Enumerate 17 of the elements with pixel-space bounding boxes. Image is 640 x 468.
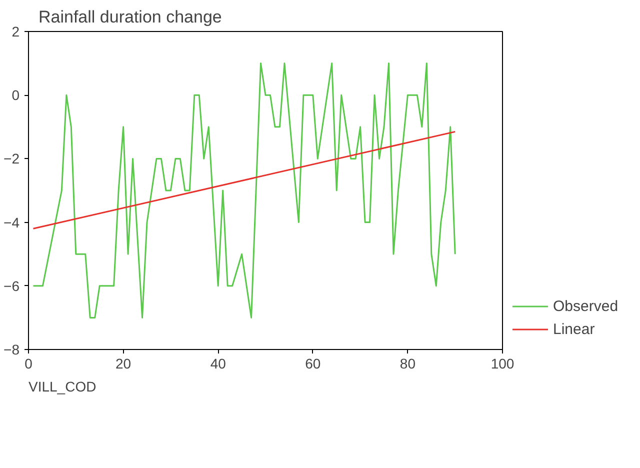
x-tick-label: 0 [24,356,33,372]
x-axis-title: VILL_COD [28,378,96,394]
y-tick-label: −4 [4,214,20,230]
x-tick-label: 80 [400,356,416,372]
y-tick-label: 2 [12,24,20,40]
legend-label: Linear [553,320,595,338]
x-tick-label: 100 [490,356,514,372]
chart-title: Rainfall duration change [38,8,222,26]
y-tick-label: −2 [4,150,20,167]
y-tick-label: −8 [4,342,20,358]
y-tick-label: −6 [4,278,20,294]
x-tick-label: 60 [305,356,321,372]
x-tick-label: 20 [116,356,132,372]
legend-label: Observed [553,298,618,314]
y-tick-label: 0 [12,87,20,104]
line-series [32,62,456,318]
x-tick-label: 40 [210,356,226,372]
